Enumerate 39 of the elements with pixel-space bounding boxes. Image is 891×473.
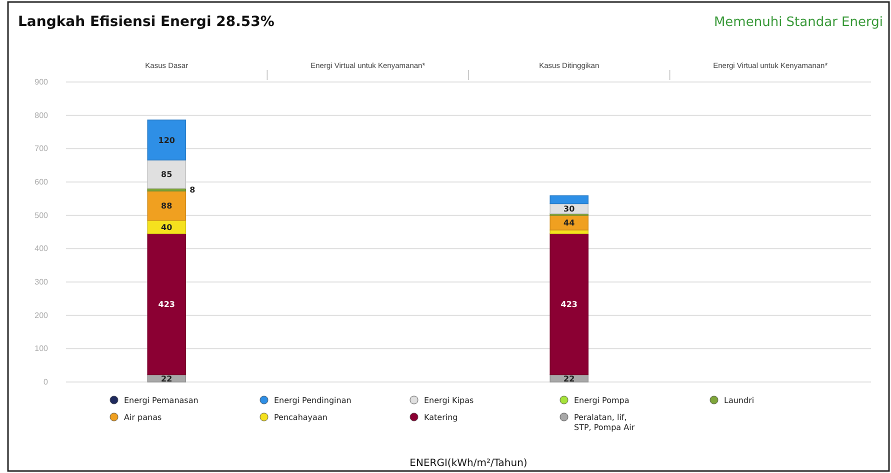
data-label: 30 (564, 204, 576, 214)
data-label: 85 (161, 170, 173, 180)
bar (147, 233, 186, 376)
legend-label: Peralatan, lif, STP, Pompa Air (574, 413, 636, 432)
bar (147, 120, 186, 160)
y-tick-label: 800 (34, 110, 49, 120)
data-label: 88 (161, 202, 173, 211)
chart-title: Langkah Efisiensi Energi 28.53% (18, 14, 274, 30)
data-label: 44 (564, 218, 576, 228)
data-label: 8 (190, 186, 196, 195)
y-tick-label: 500 (34, 210, 49, 220)
chart-subtitle: Memenuhi Standar Energi (714, 15, 883, 30)
legend-label: Energi Pemanasan (124, 396, 198, 405)
y-tick-label: 0 (44, 378, 49, 387)
legend-label: Energi Pompa (574, 396, 630, 405)
y-tick-label: 300 (34, 278, 49, 287)
legend-label: Pencahayaan (274, 413, 328, 422)
y-tick-label: 400 (34, 244, 49, 254)
y-tick-label: 100 (34, 344, 49, 354)
bar (147, 190, 186, 221)
legend-label: Energi Kipas (424, 396, 474, 405)
data-label: 22 (161, 374, 172, 384)
data-label: 22 (564, 374, 575, 384)
data-label: 423 (158, 300, 175, 310)
data-label: 40 (161, 223, 173, 232)
y-tick-label: 700 (34, 144, 49, 154)
y-tick-label: 900 (34, 78, 49, 87)
data-label: 423 (560, 300, 578, 310)
data-label: 120 (158, 136, 176, 145)
legend-label: Energi Pendinginan (274, 396, 352, 405)
text: ENERGI(kWh/m²/Tahun) (410, 458, 528, 469)
bar (550, 214, 589, 230)
bar (550, 195, 589, 204)
bar (550, 233, 589, 376)
legend-label: Laundri (724, 396, 754, 405)
y-tick-label: 600 (34, 178, 49, 187)
legend-label: Katering (424, 413, 458, 422)
legend-label: Air panas (124, 413, 162, 422)
y-tick-label: 200 (34, 310, 49, 320)
